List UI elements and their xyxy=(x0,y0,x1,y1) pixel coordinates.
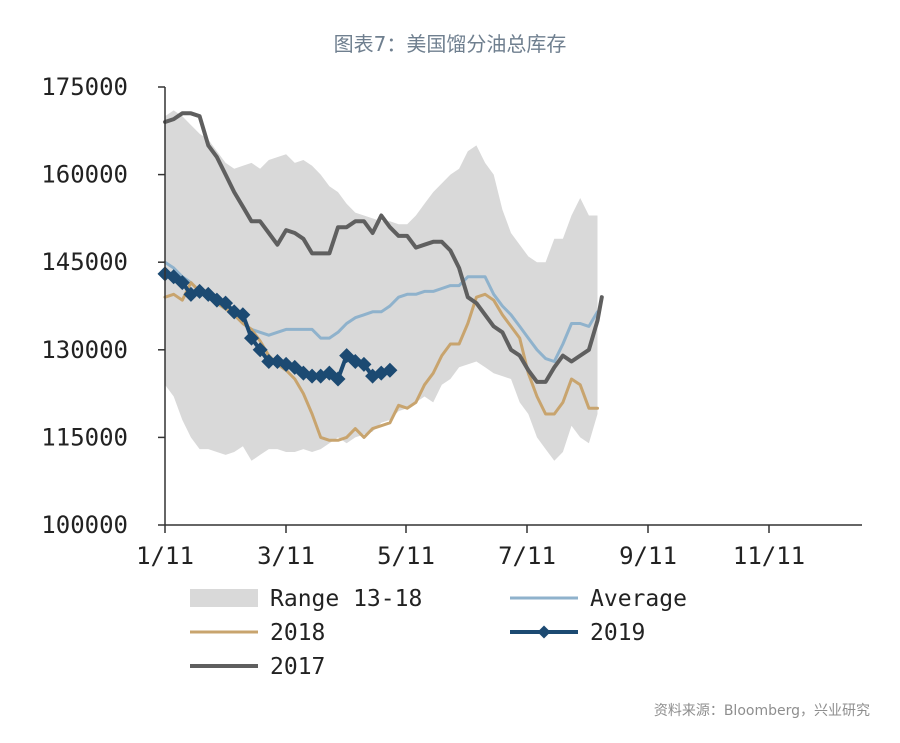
series-marker-2019 xyxy=(235,307,251,323)
range-band-layer xyxy=(165,110,598,461)
y-tick-label: 100000 xyxy=(41,511,128,539)
source-note: 资料来源：Bloomberg，兴业研究 xyxy=(653,703,870,719)
series-marker-2019 xyxy=(304,368,320,384)
series-marker-2019 xyxy=(218,295,234,311)
legend-item-y2019: 2019 xyxy=(510,620,645,646)
legend-item-y2018: 2018 xyxy=(190,620,325,646)
x-tick-label: 7/11 xyxy=(498,542,556,570)
legend-label: 2018 xyxy=(270,620,325,646)
legend-label: Average xyxy=(590,586,687,612)
y-tick-label: 160000 xyxy=(41,161,128,189)
legend-label: Range 13-18 xyxy=(270,586,422,612)
x-tick-label: 5/11 xyxy=(377,542,435,570)
legend: Range 13-18 Average 2018 2019 2017 xyxy=(190,586,687,680)
x-tick-label: 3/11 xyxy=(257,542,315,570)
y-tick-label: 115000 xyxy=(41,423,128,451)
y-tick-label: 175000 xyxy=(41,73,128,101)
legend-item-average: Average xyxy=(510,586,687,612)
y-tick-label: 130000 xyxy=(41,336,128,364)
chart-title: 图表7：美国馏分油总库存 xyxy=(333,32,567,56)
x-tick-label: 11/11 xyxy=(733,542,805,570)
series-marker-2019 xyxy=(382,362,398,378)
legend-item-y2017: 2017 xyxy=(190,654,325,680)
legend-label: 2019 xyxy=(590,620,645,646)
series-marker-2019 xyxy=(174,275,190,291)
range-band-area xyxy=(165,110,598,461)
series-lines-layer xyxy=(157,111,604,442)
series-marker-2019 xyxy=(356,356,372,372)
axes-layer: 100000 115000 130000 145000 160000 175000 1/11… xyxy=(41,73,862,570)
legend-label: 2017 xyxy=(270,654,325,680)
series-marker-2019 xyxy=(252,342,268,358)
legend-item-range: Range 13-18 xyxy=(190,586,422,612)
series-marker-2019 xyxy=(330,371,346,387)
series-marker-2019 xyxy=(244,330,259,346)
series-line-y2017 xyxy=(163,111,604,384)
y-tick-label: 145000 xyxy=(41,248,128,276)
x-tick-label: 9/11 xyxy=(619,542,677,570)
legend-swatch xyxy=(190,589,258,607)
series-marker-2019 xyxy=(261,353,277,369)
x-tick-label: 1/11 xyxy=(136,542,194,570)
legend-marker xyxy=(537,625,551,639)
